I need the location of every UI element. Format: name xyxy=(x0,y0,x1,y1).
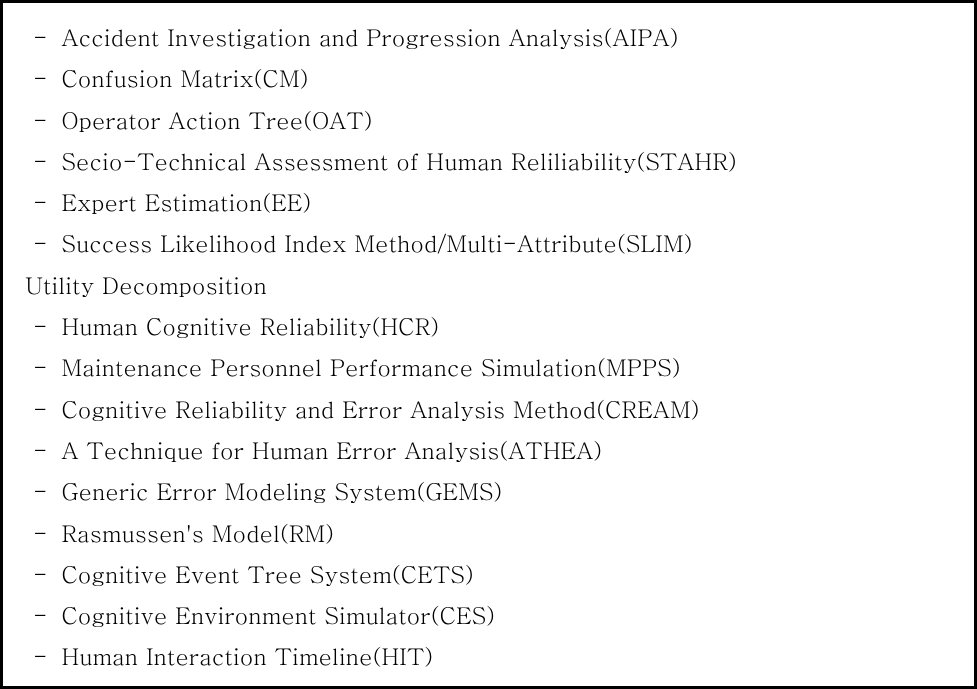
bullet-dash: - xyxy=(33,554,48,595)
list-item: - Accident Investigation and Progression… xyxy=(25,17,952,58)
bullet-dash: - xyxy=(33,389,48,430)
bullet-dash: - xyxy=(33,347,48,388)
bullet-dash: - xyxy=(33,223,48,264)
list-item: - Rasmussen's Model(RM) xyxy=(25,513,952,554)
item-text: Human Cognitive Reliability(HCR) xyxy=(61,310,439,342)
list-item: - Generic Error Modeling System(GEMS) xyxy=(25,471,952,512)
list-item: - Human Interaction Timeline(HIT) xyxy=(25,636,952,677)
item-text: Maintenance Personnel Performance Simula… xyxy=(61,351,680,383)
list-item: - Cognitive Reliability and Error Analys… xyxy=(25,389,952,430)
item-text: Cognitive Event Tree System(CETS) xyxy=(61,558,473,590)
item-text: Human Interaction Timeline(HIT) xyxy=(61,640,433,672)
bullet-dash: - xyxy=(33,17,48,58)
bullet-dash: - xyxy=(33,595,48,636)
document-box: - Accident Investigation and Progression… xyxy=(0,0,977,689)
item-text: Confusion Matrix(CM) xyxy=(61,62,308,94)
bullet-dash: - xyxy=(33,100,48,141)
list-item: - Human Cognitive Reliability(HCR) xyxy=(25,306,952,347)
subheading-text: Utility Decomposition xyxy=(25,269,267,301)
item-text: A Technique for Human Error Analysis(ATH… xyxy=(61,434,602,466)
item-text: Accident Investigation and Progression A… xyxy=(61,21,678,53)
list-item: - Confusion Matrix(CM) xyxy=(25,58,952,99)
item-text: Generic Error Modeling System(GEMS) xyxy=(61,475,502,507)
bullet-dash: - xyxy=(33,141,48,182)
item-text: Secio-Technical Assessment of Human Reli… xyxy=(61,145,736,177)
list-item: - Maintenance Personnel Performance Simu… xyxy=(25,347,952,388)
list-item: - Success Likelihood Index Method/Multi-… xyxy=(25,223,952,264)
list-item: - Operator Action Tree(OAT) xyxy=(25,100,952,141)
list-item: - Cognitive Environment Simulator(CES) xyxy=(25,595,952,636)
bullet-dash: - xyxy=(33,58,48,99)
item-text: Operator Action Tree(OAT) xyxy=(61,104,372,136)
item-text: Cognitive Environment Simulator(CES) xyxy=(61,599,495,631)
bullet-dash: - xyxy=(33,182,48,223)
list-item: - A Technique for Human Error Analysis(A… xyxy=(25,430,952,471)
list-item: - Cognitive Event Tree System(CETS) xyxy=(25,554,952,595)
item-text: Rasmussen's Model(RM) xyxy=(61,517,334,549)
bullet-dash: - xyxy=(33,513,48,554)
bullet-dash: - xyxy=(33,306,48,347)
subheading: Utility Decomposition xyxy=(25,265,952,306)
list-item: - Expert Estimation(EE) xyxy=(25,182,952,223)
item-text: Success Likelihood Index Method/Multi-At… xyxy=(61,227,692,259)
bullet-dash: - xyxy=(33,471,48,512)
bullet-dash: - xyxy=(33,636,48,677)
item-text: Expert Estimation(EE) xyxy=(61,186,311,218)
item-text: Cognitive Reliability and Error Analysis… xyxy=(61,393,699,425)
list-item: - Secio-Technical Assessment of Human Re… xyxy=(25,141,952,182)
bullet-dash: - xyxy=(33,430,48,471)
